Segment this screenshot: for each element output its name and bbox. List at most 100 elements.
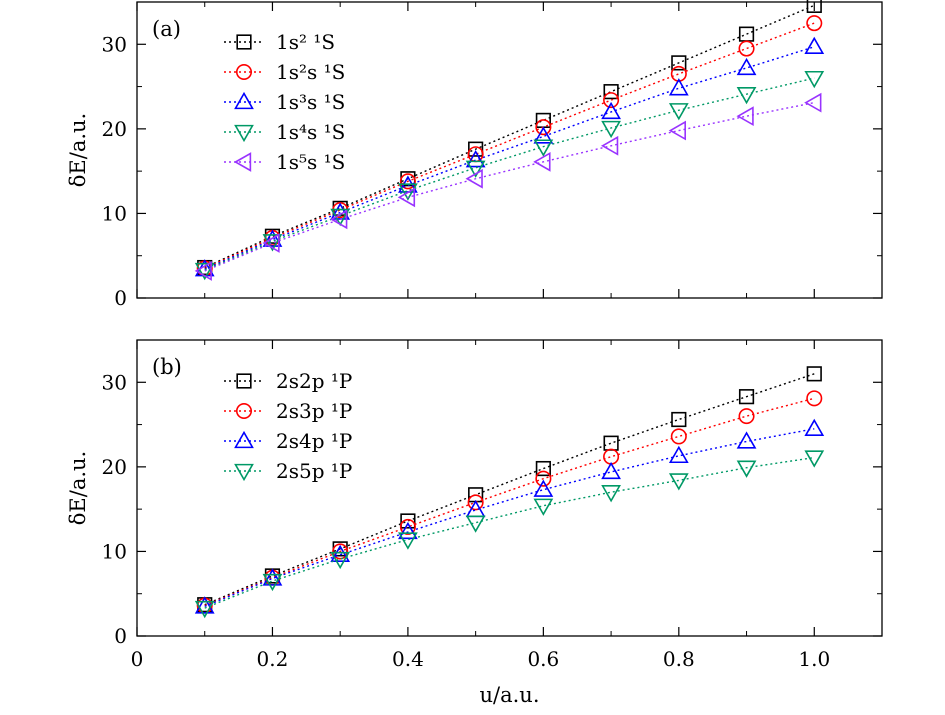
panel-a: 0 10 20 30 δE/a.u. (a) 1s² ¹S 1s²s ¹S 1s³s ¹S 1s⁴…	[66, 0, 883, 310]
legend-label: 1s³s ¹S	[276, 90, 345, 114]
data-point	[806, 366, 822, 382]
data-point	[603, 84, 619, 100]
data-point	[262, 234, 283, 252]
legend-marker	[235, 63, 253, 81]
data-point	[736, 460, 757, 478]
data-point	[738, 389, 755, 405]
data-point	[533, 479, 554, 497]
data-point	[398, 532, 418, 550]
data-point	[671, 55, 687, 71]
data-point	[194, 596, 215, 614]
series-4	[194, 92, 822, 281]
data-point	[330, 551, 351, 570]
data-point	[804, 450, 825, 468]
panel-b: 0 0.2 0.4 0.6 0.8 1.0 0 10 20 30 δE/a.u. u/a.u. (b) 2…	[66, 339, 883, 707]
data-point	[330, 209, 348, 230]
series-line	[204, 397, 815, 607]
series-1	[196, 390, 823, 614]
data-point	[398, 183, 418, 201]
data-point	[535, 119, 552, 136]
data-point	[736, 106, 754, 127]
data-point	[671, 411, 687, 428]
data-point	[668, 120, 686, 141]
data-point	[601, 461, 621, 480]
data-point	[668, 78, 689, 96]
data-point	[465, 150, 486, 168]
y-tick-label: 30	[102, 32, 127, 56]
x-tick-label: 0.4	[392, 647, 424, 671]
series-line	[204, 428, 815, 608]
series-1	[196, 15, 823, 277]
legend-label: 1s² ¹S	[276, 30, 335, 54]
plot-frame	[136, 339, 883, 637]
series-line	[204, 373, 815, 606]
series-line	[204, 456, 815, 609]
data-point	[736, 87, 757, 105]
data-point	[465, 160, 486, 178]
data-point	[467, 494, 484, 511]
panel-label: (a)	[152, 17, 181, 41]
data-point	[738, 26, 755, 42]
x-tick-label: 0.8	[663, 647, 695, 671]
data-point	[806, 390, 823, 407]
legend-marker	[236, 34, 252, 50]
legend-marker	[233, 152, 252, 172]
legend-label: 2s3p ¹P	[276, 399, 352, 423]
data-point	[603, 448, 620, 465]
legend-entry: 1s³s ¹S	[224, 90, 345, 114]
x-axis-title: u/a.u.	[480, 683, 540, 707]
legend-entry: 1s²s ¹S	[224, 60, 345, 84]
legend-marker	[236, 373, 252, 389]
data-point	[535, 470, 552, 487]
x-tick-label: 1.0	[798, 647, 830, 671]
legend-entry: 2s5p ¹P	[224, 459, 352, 483]
legend-entry: 1s⁵s ¹S	[224, 150, 345, 174]
data-point	[399, 173, 416, 190]
series-2	[194, 418, 825, 614]
series-3	[194, 450, 825, 619]
panel-label: (b)	[152, 355, 182, 379]
series-line	[204, 77, 815, 271]
data-point	[194, 262, 215, 281]
y-axis-title: δE/a.u.	[66, 113, 90, 187]
y-tick-label: 0	[114, 624, 127, 648]
data-point	[806, 0, 822, 13]
series-line	[204, 46, 815, 270]
data-point	[670, 428, 687, 445]
y-tick-label: 20	[102, 455, 127, 479]
data-point	[262, 568, 283, 586]
data-point	[400, 513, 416, 529]
y-axis-title: δE/a.u.	[66, 451, 90, 525]
legend-entry: 1s⁴s ¹S	[224, 120, 345, 144]
series-line	[204, 101, 815, 272]
data-point	[804, 70, 825, 89]
legend-entry: 1s² ¹S	[224, 30, 335, 54]
series-line	[204, 22, 815, 270]
legend-entry: 2s2p ¹P	[224, 369, 352, 393]
data-point	[738, 408, 755, 425]
data-point	[736, 57, 757, 76]
data-point	[533, 498, 554, 516]
data-point	[465, 515, 486, 533]
data-point	[804, 418, 825, 436]
y-tick-label: 30	[102, 370, 127, 394]
legend-label: 2s2p ¹P	[276, 369, 352, 393]
legend-label: 1s²s ¹S	[276, 60, 345, 84]
y-tick-label: 20	[102, 117, 127, 141]
legend-entry: 2s4p ¹P	[224, 429, 352, 453]
data-point	[194, 600, 215, 619]
data-point	[262, 233, 280, 253]
data-point	[397, 187, 416, 208]
legend-marker	[234, 91, 254, 110]
data-point	[601, 485, 621, 503]
data-point	[603, 92, 620, 109]
data-point	[736, 431, 757, 449]
series-line	[204, 4, 815, 269]
y-tick-label: 10	[102, 201, 127, 225]
y-tick-label: 10	[102, 539, 127, 563]
data-point	[262, 573, 283, 592]
data-point	[332, 543, 349, 560]
legend-marker	[234, 463, 254, 482]
data-point	[603, 435, 619, 451]
